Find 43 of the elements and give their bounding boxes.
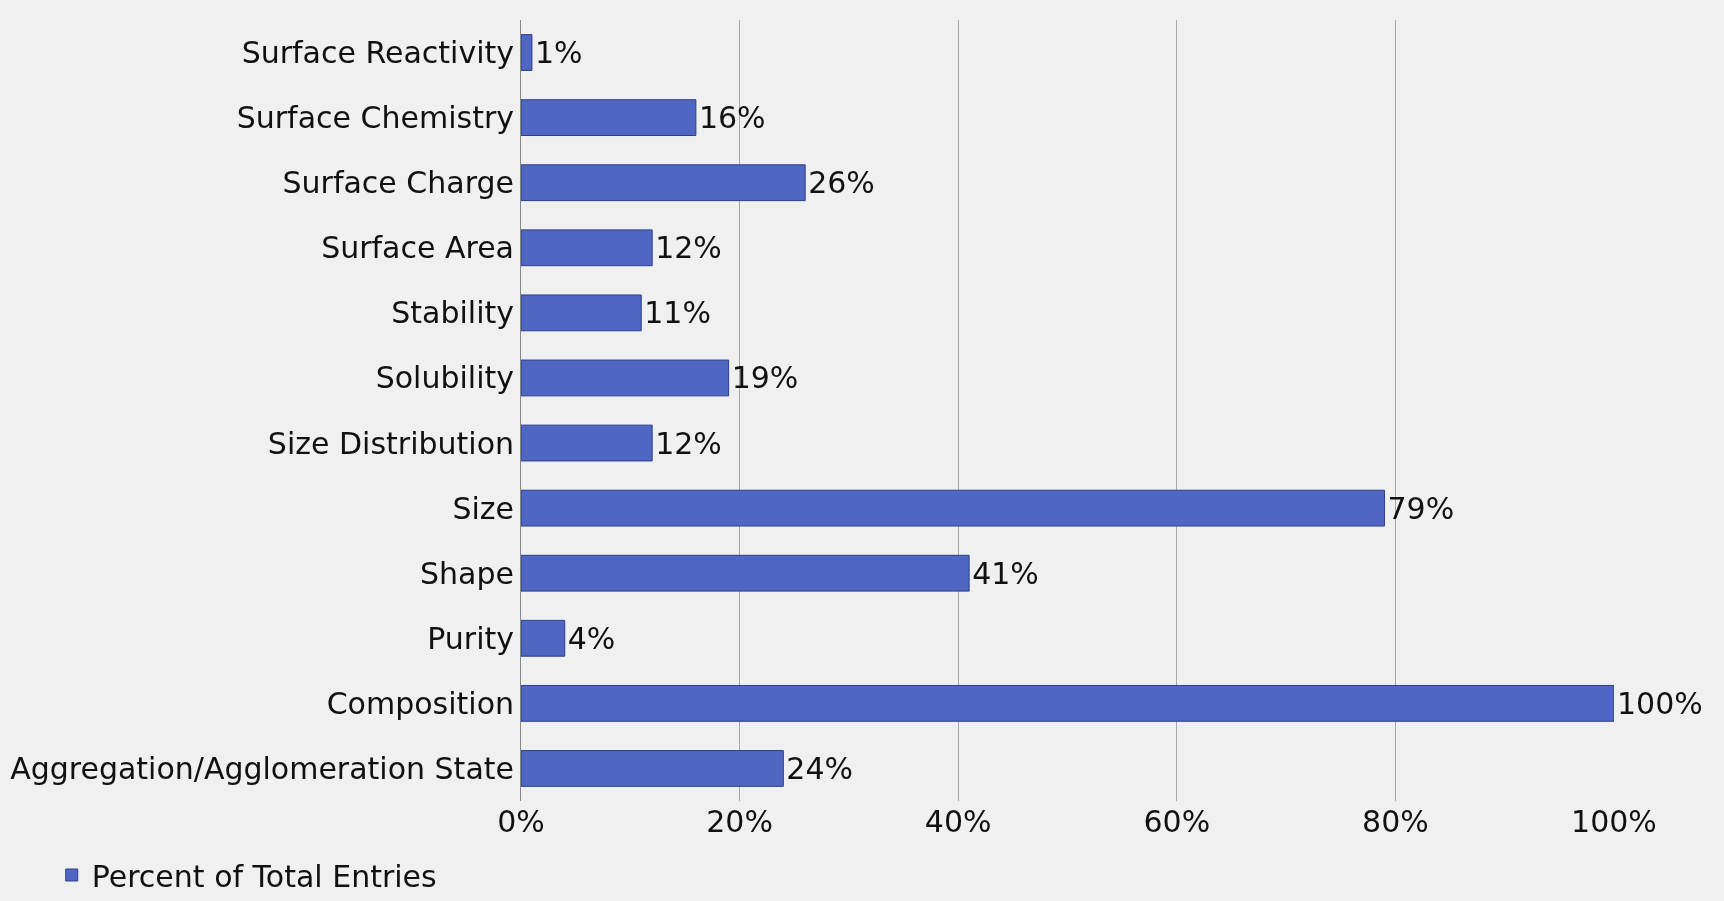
bar <box>521 99 697 137</box>
legend-label: Percent of Total Entries <box>91 858 437 894</box>
y-tick-label: Shape <box>420 555 514 591</box>
data-label: 79% <box>1387 490 1455 526</box>
bar <box>521 359 730 397</box>
x-tick-label: 60% <box>1143 804 1211 839</box>
bar <box>521 164 806 202</box>
bar <box>521 554 970 592</box>
x-tick-label: 20% <box>706 804 773 839</box>
y-tick-label: Surface Chemistry <box>236 100 514 136</box>
data-label: 12% <box>655 425 722 461</box>
y-tick-label: Solubility <box>375 360 514 396</box>
data-label: 11% <box>644 295 711 331</box>
data-label: 26% <box>808 165 875 201</box>
y-tick-label: Aggregation/Agglomeration State <box>10 750 514 786</box>
y-tick-label: Composition <box>326 685 514 721</box>
data-label: 16% <box>698 100 766 136</box>
bar <box>521 619 566 657</box>
data-label: 24% <box>786 750 854 786</box>
data-label: 19% <box>731 360 799 396</box>
bar <box>521 294 642 332</box>
data-label: 100% <box>1617 685 1703 721</box>
x-tick-label: 40% <box>924 804 992 839</box>
bar <box>521 750 784 787</box>
y-tick-label: Size Distribution <box>267 425 514 461</box>
data-label: 12% <box>655 230 722 266</box>
data-label: 41% <box>972 555 1039 591</box>
bar <box>521 34 533 71</box>
x-tick-label: 80% <box>1362 804 1429 839</box>
x-tick-label: 0% <box>497 804 545 839</box>
y-tick-label: Surface Reactivity <box>241 35 514 71</box>
bar <box>521 684 1614 722</box>
y-tick-label: Stability <box>391 295 514 331</box>
bar <box>521 489 1385 527</box>
y-tick-label: Purity <box>427 620 514 656</box>
bar <box>521 229 653 267</box>
y-tick-label: Size <box>452 490 514 526</box>
x-tick-label: 100% <box>1571 804 1657 839</box>
y-tick-label: Surface Charge <box>282 165 514 201</box>
data-label: 4% <box>567 620 616 656</box>
data-label: 1% <box>534 35 583 71</box>
y-tick-label: Surface Area <box>321 230 514 266</box>
bar <box>521 424 653 462</box>
